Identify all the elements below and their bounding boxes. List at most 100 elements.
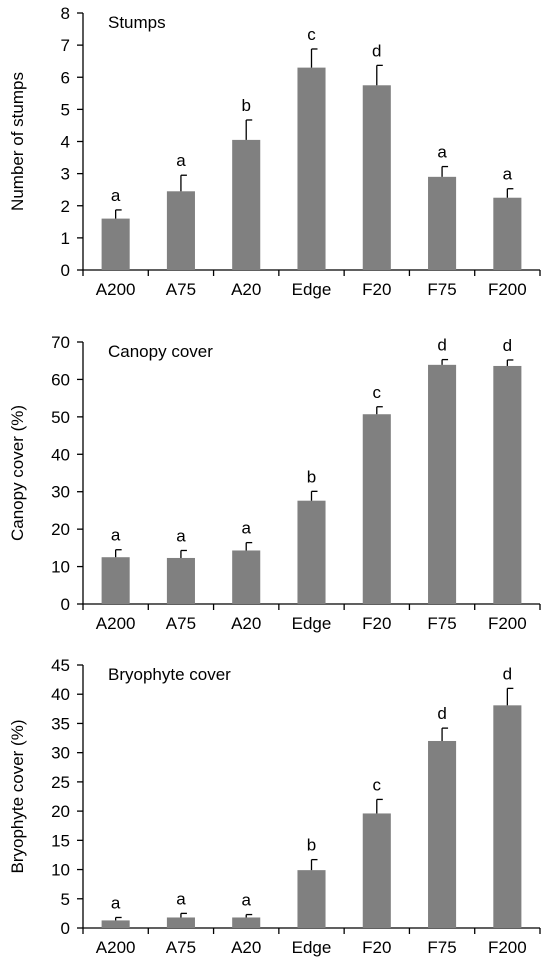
significance-letter: b: [241, 96, 250, 115]
y-tick-label: 6: [61, 68, 70, 87]
x-tick-label: A20: [231, 614, 261, 633]
y-tick-label: 15: [51, 831, 70, 850]
y-tick-label: 30: [51, 483, 70, 502]
bar-a20: [232, 550, 261, 604]
x-tick-label: A200: [96, 614, 136, 633]
y-tick-label: 4: [61, 133, 70, 152]
bar-f20: [362, 85, 391, 270]
bar-f20: [362, 414, 391, 604]
x-tick-label: F200: [488, 280, 527, 299]
y-tick-label: 3: [61, 165, 70, 184]
y-tick-label: 40: [51, 445, 70, 464]
x-tick-label: A20: [231, 938, 261, 957]
bar-f75: [428, 364, 457, 604]
chart-panel-0: 0 1 2 3 4 5 6 7 8 a A200 a A75 b A20 c Edge d F20 a F75 a F200…: [8, 4, 541, 299]
bar-f20: [362, 813, 391, 928]
significance-letter: c: [373, 775, 382, 794]
x-tick-label: F75: [427, 614, 456, 633]
x-tick-label: F200: [488, 614, 527, 633]
significance-letter: a: [111, 526, 121, 545]
significance-letter: d: [503, 336, 512, 355]
y-axis-label: Number of stumps: [8, 72, 27, 211]
y-tick-label: 35: [51, 714, 70, 733]
chart-title: Bryophyte cover: [108, 665, 231, 684]
y-tick-label: 40: [51, 685, 70, 704]
chart-panel-2: 0 5 10 15 20 25 30 35 40 45 a A200 a A75 a A20 b Edge c F20…: [8, 656, 541, 957]
significance-letter: c: [373, 383, 382, 402]
significance-letter: a: [111, 893, 121, 912]
y-tick-label: 25: [51, 773, 70, 792]
bar-edge: [297, 67, 326, 270]
bar-f200: [493, 197, 522, 270]
significance-letter: d: [437, 336, 446, 355]
x-tick-label: A75: [166, 938, 196, 957]
x-tick-label: F20: [362, 938, 391, 957]
bar-a200: [101, 218, 130, 270]
chart-title: Stumps: [108, 13, 166, 32]
x-tick-label: A200: [96, 938, 136, 957]
y-tick-label: 2: [61, 197, 70, 216]
bar-f75: [428, 740, 457, 928]
y-tick-label: 0: [61, 919, 70, 938]
bar-f200: [493, 365, 522, 604]
bar-a75: [166, 917, 195, 928]
significance-letter: d: [503, 664, 512, 683]
bar-a20: [232, 917, 261, 928]
y-tick-label: 45: [51, 656, 70, 675]
bar-f200: [493, 705, 522, 928]
x-tick-label: F20: [362, 614, 391, 633]
significance-letter: a: [437, 143, 447, 162]
y-tick-label: 70: [51, 333, 70, 352]
significance-letter: d: [372, 41, 381, 60]
bar-f75: [428, 176, 457, 270]
y-tick-label: 10: [51, 558, 70, 577]
y-tick-label: 5: [61, 890, 70, 909]
significance-letter: a: [241, 891, 251, 910]
x-tick-label: A75: [166, 614, 196, 633]
y-tick-label: 8: [61, 4, 70, 23]
y-axis-label: Bryophyte cover (%): [8, 720, 27, 874]
y-tick-label: 0: [61, 595, 70, 614]
significance-letter: a: [111, 186, 121, 205]
significance-letter: a: [503, 165, 513, 184]
y-tick-label: 50: [51, 408, 70, 427]
bar-a75: [166, 191, 195, 270]
significance-letter: b: [307, 836, 316, 855]
y-tick-label: 5: [61, 100, 70, 119]
significance-letter: d: [437, 704, 446, 723]
x-tick-label: Edge: [292, 280, 332, 299]
significance-letter: b: [307, 467, 316, 486]
x-tick-label: A200: [96, 280, 136, 299]
x-tick-label: A20: [231, 280, 261, 299]
significance-letter: a: [241, 519, 251, 538]
bar-edge: [297, 500, 326, 604]
significance-letter: a: [176, 889, 186, 908]
y-tick-label: 10: [51, 861, 70, 880]
significance-letter: c: [307, 25, 316, 44]
x-tick-label: F200: [488, 938, 527, 957]
significance-letter: a: [176, 526, 186, 545]
chart-panel-1: 0 10 20 30 40 50 60 70 a A200 a A75 a A20 b Edge c F20 d F7…: [8, 333, 541, 633]
bar-a200: [101, 920, 130, 928]
x-tick-label: F75: [427, 280, 456, 299]
x-tick-label: A75: [166, 280, 196, 299]
y-tick-label: 20: [51, 520, 70, 539]
y-tick-label: 20: [51, 802, 70, 821]
y-tick-label: 7: [61, 36, 70, 55]
chart-title: Canopy cover: [108, 342, 213, 361]
y-tick-label: 1: [61, 229, 70, 248]
y-tick-label: 60: [51, 370, 70, 389]
bar-a20: [232, 139, 261, 270]
y-tick-label: 30: [51, 744, 70, 763]
bar-a200: [101, 557, 130, 604]
x-tick-label: F20: [362, 280, 391, 299]
x-tick-label: F75: [427, 938, 456, 957]
x-tick-label: Edge: [292, 614, 332, 633]
x-tick-label: Edge: [292, 938, 332, 957]
significance-letter: a: [176, 151, 186, 170]
y-axis-label: Canopy cover (%): [8, 405, 27, 541]
bar-a75: [166, 557, 195, 604]
y-tick-label: 0: [61, 261, 70, 280]
bar-edge: [297, 870, 326, 928]
